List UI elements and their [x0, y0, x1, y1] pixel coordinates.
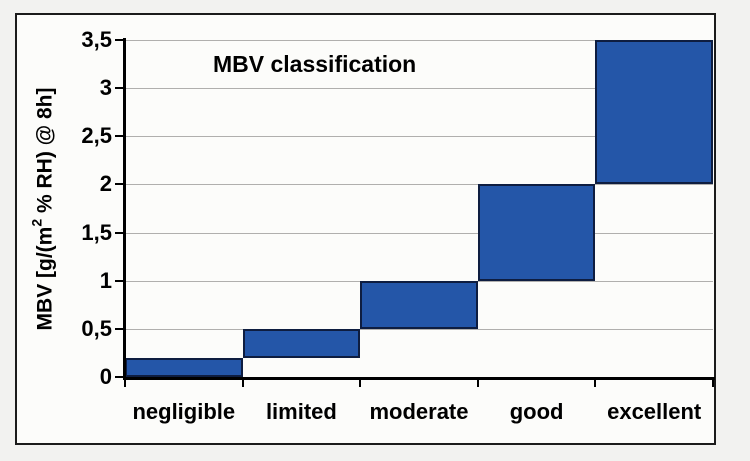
x-tick [241, 380, 244, 387]
y-tick [115, 39, 123, 41]
mbv-range-bar-good [477, 184, 596, 281]
x-category-label-good: good [509, 399, 564, 424]
y-axis-line [123, 38, 126, 379]
y-tick-label: 2 [99, 171, 112, 197]
y-tick-label: 0 [99, 364, 112, 389]
gridline [125, 328, 713, 330]
x-tick [359, 380, 362, 387]
y-tick [115, 135, 123, 138]
x-axis-line [123, 377, 715, 380]
x-tick [124, 380, 126, 387]
y-tick-label: 1,5 [81, 219, 112, 245]
y-tick-label: 2,5 [81, 123, 112, 149]
mbv-range-bar-moderate [360, 280, 478, 329]
gridline [125, 136, 713, 138]
y-tick [115, 376, 123, 378]
y-axis-title-pre: MBV [g/(m [33, 226, 57, 331]
y-tick-label: 3 [99, 75, 112, 101]
y-tick [115, 279, 123, 282]
y-tick-label: 1 [99, 267, 112, 293]
x-category-label-limited: limited [265, 399, 337, 424]
x-category-label-excellent: excellent [607, 399, 702, 424]
plot-area [125, 40, 713, 377]
y-tick [115, 87, 123, 90]
gridline [125, 232, 713, 234]
y-axis-title-superscript: 2 [28, 218, 45, 227]
x-tick [594, 380, 597, 387]
y-tick [115, 327, 123, 330]
y-tick-label: 0,5 [81, 315, 112, 341]
mbv-range-bar-excellent [595, 40, 713, 185]
gridline [125, 88, 713, 90]
x-tick [476, 380, 479, 387]
x-category-label-negligible: negligible [132, 399, 236, 424]
y-axis-title-post: % RH) @ 8h] [33, 87, 57, 219]
y-axis-title: MBV [g/(m2 % RH) @ 8h] [28, 87, 58, 331]
gridline [125, 40, 713, 41]
x-tick [712, 380, 714, 387]
y-tick [115, 183, 123, 186]
y-tick-label: 3,5 [81, 27, 112, 52]
y-tick [115, 231, 123, 234]
x-category-label-moderate: moderate [369, 399, 469, 424]
mbv-range-bar-limited [242, 328, 361, 358]
mbv-range-bar-negligible [125, 357, 243, 377]
chart-title: MBV classification [213, 51, 417, 77]
gridline [125, 184, 713, 186]
